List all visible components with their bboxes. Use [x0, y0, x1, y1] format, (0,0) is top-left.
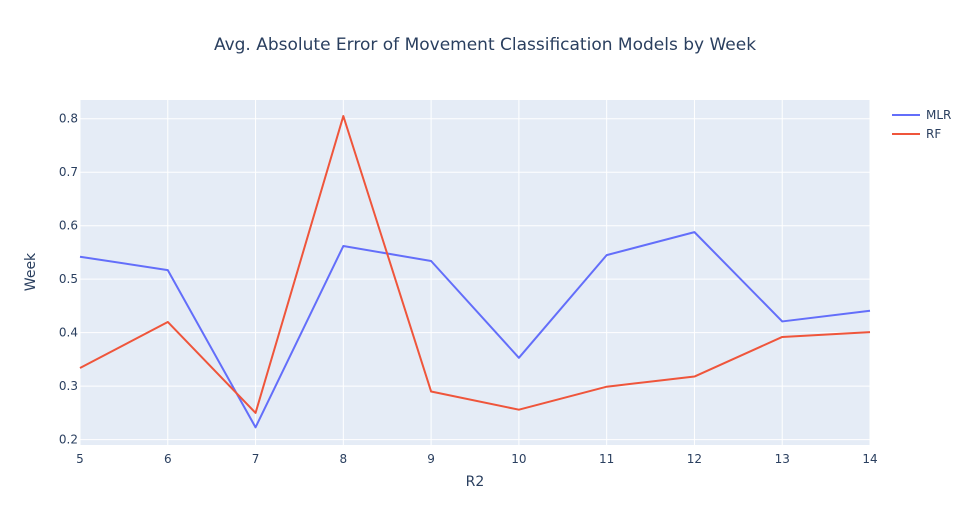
gridlines — [79, 100, 871, 445]
y-tick-label: 0.5 — [59, 272, 78, 286]
y-tick-label: 0.6 — [59, 219, 78, 233]
y-tick-label: 0.8 — [59, 112, 78, 126]
x-tick-label: 14 — [862, 452, 877, 466]
x-tick-label: 11 — [599, 452, 614, 466]
legend-item-mlr[interactable]: MLR — [892, 108, 951, 122]
x-tick-label: 10 — [511, 452, 526, 466]
legend-label: RF — [926, 127, 941, 141]
series-line-mlr — [79, 231, 871, 429]
y-axis-title: Week — [23, 252, 39, 291]
series-lines — [79, 115, 871, 429]
x-tick-label: 9 — [427, 452, 435, 466]
y-axis-ticks: 0.2 0.3 0.4 0.5 0.6 0.7 0.8 — [59, 112, 78, 447]
y-tick-label: 0.7 — [59, 165, 78, 179]
x-tick-label: 8 — [340, 452, 348, 466]
legend-label: MLR — [926, 108, 951, 122]
legend[interactable]: MLR RF — [892, 108, 951, 141]
x-tick-label: 6 — [164, 452, 172, 466]
x-tick-label: 7 — [252, 452, 260, 466]
x-axis-ticks: 5 6 7 8 9 10 11 12 13 14 — [76, 452, 877, 466]
series-line-rf — [79, 115, 871, 414]
plot-area — [80, 100, 870, 445]
x-tick-label: 12 — [687, 452, 702, 466]
y-tick-label: 0.2 — [59, 433, 78, 447]
y-tick-label: 0.3 — [59, 379, 78, 393]
x-tick-label: 13 — [775, 452, 790, 466]
x-tick-label: 5 — [76, 452, 84, 466]
x-axis-title: R2 — [466, 474, 485, 490]
legend-item-rf[interactable]: RF — [892, 127, 941, 141]
y-tick-label: 0.4 — [59, 326, 78, 340]
chart-title: Avg. Absolute Error of Movement Classifi… — [214, 35, 756, 55]
